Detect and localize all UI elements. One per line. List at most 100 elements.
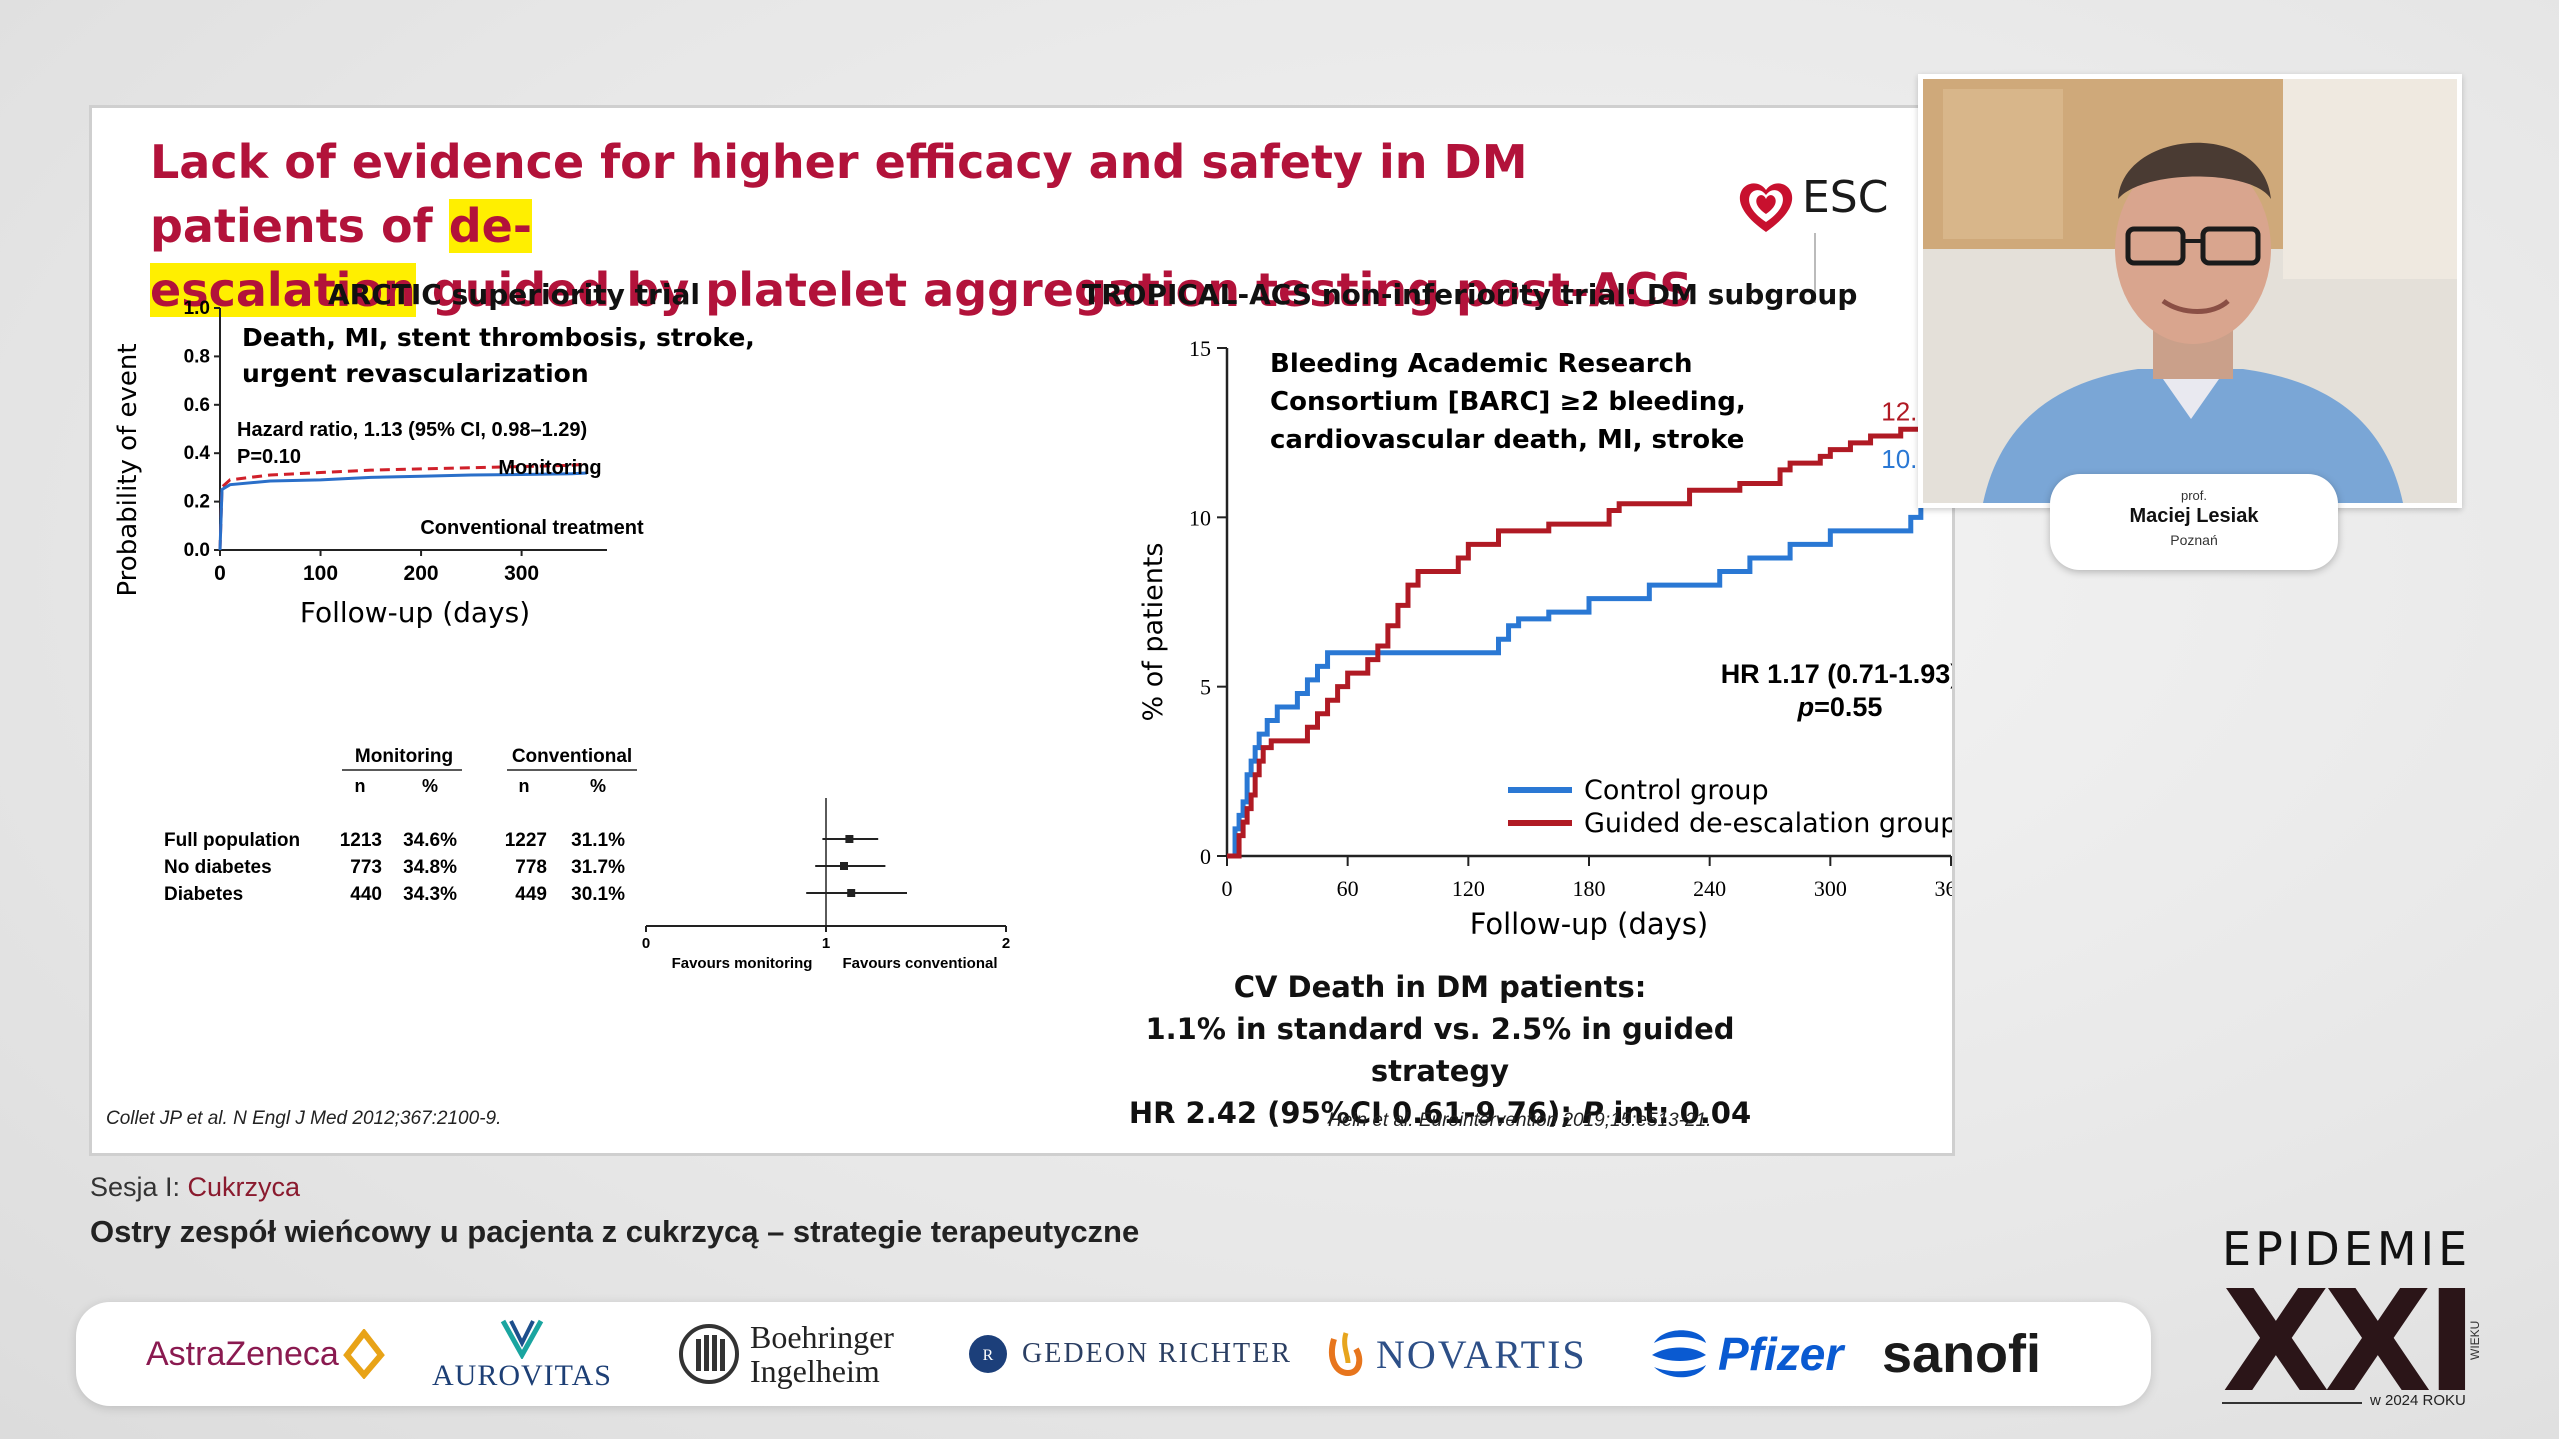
- presenter-city: Poznań: [2170, 532, 2218, 548]
- x-axis-label: Follow-up (days): [1470, 907, 1709, 941]
- left-chart-title: ARCTIC superiority trial: [328, 278, 700, 311]
- pfizer-logo-text: Pfizer: [1718, 1328, 1844, 1380]
- aurovitas-icon: [500, 1319, 544, 1359]
- x-tick-label: 200: [404, 562, 439, 585]
- table-cell: 1227: [505, 830, 547, 851]
- annotation-line-1: Bleeding Academic Research: [1270, 349, 1693, 379]
- table-cell: 31.7%: [571, 857, 625, 878]
- event-numeral: XXI WIEKU: [2222, 1272, 2482, 1402]
- event-logo: EPIDEMIE XXI WIEKU w 2024 ROKU: [2222, 1222, 2492, 1417]
- cv-line-3: HR 2.42 (95%CI 0.61-9.76); P int: 0.04: [1110, 1092, 1770, 1134]
- x-tick-label: 300: [1814, 876, 1847, 901]
- cv-line-3a: HR 2.42 (95%CI 0.61-9.76);: [1128, 1096, 1583, 1130]
- table-cell: 34.8%: [403, 857, 457, 878]
- y-tick-label: 0.0: [184, 540, 210, 561]
- presenter-prefix: prof.: [2180, 488, 2207, 503]
- title-text-2: guided by platelet aggregation testing p…: [415, 263, 1693, 317]
- y-axis-label: % of patients: [1138, 543, 1169, 722]
- annotation-line-2: Consortium [BARC] ≥2 bleeding,: [1270, 387, 1746, 417]
- aurovitas-logo-text: AUROVITAS: [432, 1359, 612, 1392]
- boehringer-line2: Ingelheim: [750, 1353, 880, 1389]
- y-tick-label: 10: [1189, 505, 1211, 530]
- x-tick-label: 360: [1935, 876, 1953, 901]
- y-tick-label: 0.2: [184, 492, 210, 513]
- forest-label-right: Favours conventional: [842, 955, 997, 972]
- sponsor-sanofi: sanofi: [1882, 1302, 2041, 1406]
- series-line-conventional: [218, 471, 588, 551]
- table-group-conventional: Conventional: [512, 746, 632, 767]
- presenter-video: [1918, 74, 2462, 508]
- forest-point: [840, 862, 848, 870]
- sponsor-gedeon-richter: R GEDEON RICHTER: [966, 1302, 1292, 1406]
- esc-heart-icon: [1739, 183, 1793, 232]
- tropical-chart: 0 5 10 15 0 60 120 180 240 300 360 Follow-up (days)…: [1138, 336, 1953, 941]
- annotation-line-3: cardiovascular death, MI, stroke: [1270, 425, 1744, 455]
- gedeon-richter-icon: R: [969, 1335, 1007, 1373]
- x-tick-label: 0: [1222, 876, 1233, 901]
- hr-text: HR 1.17 (0.71-1.93): [1721, 659, 1952, 689]
- citation-left: Collet JP et al. N Engl J Med 2012;367:2…: [106, 1108, 502, 1129]
- annotation-line-1: Death, MI, stent thrombosis, stroke,: [242, 323, 755, 352]
- annotation-line-2: urgent revascularization: [242, 359, 589, 388]
- table-subheader: %: [590, 776, 606, 796]
- legend-label: Control group: [1584, 775, 1769, 806]
- table-subheader: %: [422, 776, 438, 796]
- x-tick-label: 0: [214, 562, 226, 585]
- presenter-name-card: prof. Maciej Lesiak Poznań: [2050, 474, 2338, 570]
- session-label: Sesja I: Cukrzyca: [90, 1172, 300, 1203]
- boehringer-line1: Boehringer: [750, 1319, 894, 1355]
- novartis-flame-icon: [1328, 1332, 1363, 1377]
- y-tick-label: 0.4: [184, 443, 211, 464]
- series-line-guided: [1227, 426, 1950, 859]
- sponsor-boehringer: Boehringer Ingelheim: [676, 1302, 894, 1406]
- table-cell: 34.6%: [403, 830, 457, 851]
- y-tick-label: 0.8: [184, 346, 210, 367]
- y-tick-label: 1.0: [184, 298, 210, 319]
- table-row-label: Full population: [164, 830, 300, 851]
- table-cell: 440: [350, 884, 382, 905]
- series-line-monitoring: [218, 462, 588, 551]
- forest-point: [845, 835, 854, 843]
- novartis-logo-text: NOVARTIS: [1376, 1331, 1587, 1377]
- astrazeneca-logo-text: AstraZeneca: [146, 1334, 339, 1373]
- title-text-1: Lack of evidence for higher efficacy and…: [150, 135, 1528, 253]
- astrazeneca-icon: [342, 1329, 385, 1379]
- talk-title: Ostry zespół wieńcowy u pacjenta z cukrz…: [90, 1214, 1140, 1249]
- boehringer-logo-text: Boehringer Ingelheim: [750, 1320, 894, 1388]
- session-prefix: Sesja I:: [90, 1172, 188, 1202]
- series-label-conventional: Conventional treatment: [420, 517, 644, 539]
- hazard-ratio-text: Hazard ratio, 1.13 (95% CI, 0.98–1.29): [237, 419, 587, 441]
- title-highlight-1: de-: [448, 199, 532, 253]
- citation-right: Hein et al. Eurointervention 2019;15:e51…: [1328, 1110, 1712, 1131]
- sponsor-novartis: NOVARTIS: [1326, 1302, 1587, 1406]
- esc-logo-text: ESC: [1802, 172, 1889, 223]
- arctic-chart: 0.0 0.2 0.4 0.6 0.8 1.0 0 100 200 300 Follow-up (d…: [113, 298, 1010, 972]
- event-year: w 2024 ROKU: [2370, 1392, 2466, 1409]
- boehringer-icon: [679, 1324, 739, 1384]
- legend-label: Guided de-escalation group: [1584, 808, 1952, 839]
- y-tick-label: 0.6: [184, 395, 210, 416]
- divider: [1814, 233, 1816, 303]
- table-subheader: n: [519, 776, 530, 796]
- p-number: =0.55: [1814, 692, 1882, 722]
- slide-title: Lack of evidence for higher efficacy and…: [150, 130, 1710, 322]
- table-subheader: n: [355, 776, 366, 796]
- sponsor-astrazeneca: AstraZeneca: [146, 1302, 387, 1406]
- pfizer-icon: [1652, 1330, 1706, 1378]
- event-underline: [2222, 1402, 2362, 1404]
- presenter-figure: [1923, 79, 2457, 503]
- table-cell: 449: [515, 884, 547, 905]
- cv-line-1: CV Death in DM patients:: [1233, 970, 1647, 1004]
- table-cell: 1213: [340, 830, 382, 851]
- x-tick-label: 120: [1452, 876, 1485, 901]
- table-cell: 773: [350, 857, 382, 878]
- event-title: EPIDEMIE: [2222, 1222, 2472, 1276]
- cv-line-3b: P: [1582, 1096, 1604, 1130]
- x-tick-label: 240: [1693, 876, 1726, 901]
- x-axis-label: Follow-up (days): [300, 596, 530, 629]
- y-axis-label: Probability of event: [113, 343, 143, 596]
- sponsor-aurovitas: AUROVITAS: [432, 1302, 612, 1406]
- p-value-text: p=0.55: [1797, 692, 1883, 722]
- table-row-label: Diabetes: [164, 884, 243, 905]
- svg-text:R: R: [983, 1347, 994, 1364]
